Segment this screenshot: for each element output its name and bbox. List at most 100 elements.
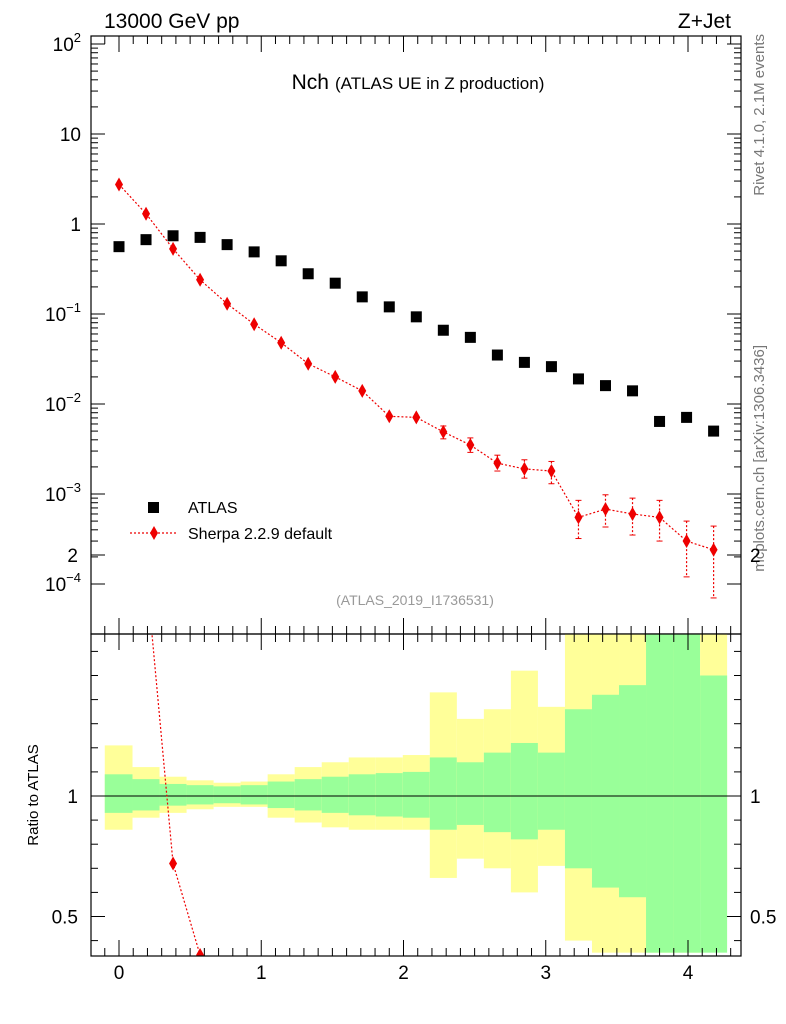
main-y-tick-label: 1 [70, 215, 81, 236]
ratio-inner-band [240, 785, 268, 805]
ratio-inner-band [294, 779, 322, 811]
main-x-axis [104, 36, 732, 634]
ratio-uncertainty-bands [104, 634, 728, 953]
main-y-tick-label: 10−3 [45, 480, 81, 506]
sherpa-point [439, 424, 448, 439]
atlas-point [464, 331, 476, 343]
ratio-inner-band [510, 742, 538, 840]
atlas-point [140, 234, 152, 246]
ratio-inner-band [348, 774, 376, 816]
main-y-tick-base: 10 [45, 305, 66, 326]
legend-sherpa-label: Sherpa 2.2.9 default [188, 526, 333, 543]
atlas-point [383, 301, 395, 313]
atlas-point [437, 324, 449, 336]
ratio-inner-band [673, 634, 701, 953]
ratio-inner-band [456, 762, 484, 825]
ratio-y-tick-label: 0.5 [52, 908, 78, 929]
side-label-rivet: Rivet 4.1.0, 2.1M events [751, 34, 768, 196]
ratio-y-tick-label: 1 [67, 787, 78, 808]
sherpa-series-line [118, 184, 714, 551]
atlas-point [599, 380, 611, 392]
ratio-inner-band [213, 786, 241, 804]
ratio-panel-frame [90, 633, 742, 957]
sherpa-point [385, 409, 394, 424]
main-y-tick-exponent: 2 [74, 30, 81, 45]
atlas-point [491, 349, 503, 361]
sherpa-point [682, 534, 691, 549]
main-y-tick-exponent: −2 [66, 390, 81, 405]
main-y-tick-base: 10 [45, 485, 66, 506]
main-panel-frame [90, 35, 742, 635]
ratio-inner-band [564, 709, 592, 869]
atlas-point [410, 311, 422, 323]
ratio-inner-band [429, 757, 457, 830]
ratio-y-axis: 0.5 0.5 1 1 2 2 [52, 546, 776, 942]
sherpa-point [169, 241, 178, 256]
ratio-y-tick-label: 2 [67, 546, 78, 567]
sherpa-line [118, 184, 714, 551]
atlas-point [518, 356, 530, 368]
sherpa-point [115, 177, 123, 192]
header-energy: 13000 GeV pp [104, 10, 239, 33]
atlas-point [275, 255, 287, 267]
main-y-tick-label: 10 [60, 125, 81, 146]
side-label-mcplots: mcplots.cern.ch [arXiv:1306.3436] [751, 345, 768, 572]
sherpa-point [250, 317, 259, 332]
sherpa-point [331, 369, 340, 384]
main-y-tick-exponent: −3 [66, 480, 81, 495]
ratio-sherpa-points [142, 562, 205, 956]
ratio-inner-band [646, 634, 674, 953]
atlas-point [654, 415, 666, 427]
main-y-tick-base: 10 [60, 125, 81, 146]
ratio-sherpa-point [169, 856, 178, 871]
sherpa-point [601, 502, 610, 517]
ratio-inner-band [321, 776, 349, 813]
ratio-inner-band [402, 771, 430, 818]
main-y-tick-label: 10−2 [45, 390, 81, 416]
ratio-y-tick-label-right: 1 [750, 787, 761, 808]
sherpa-point [574, 510, 583, 525]
ratio-inner-band [700, 675, 728, 953]
ratio-inner-band [132, 779, 160, 811]
sherpa-point [223, 296, 232, 311]
main-y-tick-label: 10−1 [45, 300, 81, 326]
ratio-y-label: Ratio to ATLAS [25, 744, 42, 845]
x-tick-label: 1 [256, 963, 267, 984]
analysis-tag: (ATLAS_2019_I1736531) [336, 592, 494, 608]
sherpa-point [196, 272, 205, 287]
ratio-inner-band [159, 783, 187, 806]
main-y-tick-base: 10 [45, 395, 66, 416]
sherpa-point [628, 506, 637, 521]
ratio-inner-band [619, 685, 647, 898]
main-y-tick-exponent: −1 [66, 300, 81, 315]
ratio-inner-band [591, 694, 620, 888]
plot-title: Nch (ATLAS UE in Z production) [292, 71, 545, 94]
sherpa-point [466, 438, 475, 453]
ratio-inner-band [186, 785, 214, 805]
x-tick-label: 3 [540, 963, 551, 984]
atlas-point [708, 425, 720, 437]
sherpa-point [304, 356, 313, 371]
sherpa-point [547, 464, 556, 479]
header-process: Z+Jet [678, 10, 731, 33]
ratio-inner-band [104, 774, 133, 813]
main-y-tick-label: 10−4 [45, 570, 81, 596]
ratio-sherpa-point [142, 562, 150, 576]
atlas-point [681, 411, 693, 423]
atlas-point [329, 277, 341, 289]
main-y-tick-label: 102 [53, 30, 81, 56]
plot-title-sub: (ATLAS UE in Z production) [335, 74, 544, 93]
legend-atlas-marker [148, 502, 159, 513]
atlas-point [221, 239, 233, 251]
legend-atlas-label: ATLAS [188, 500, 238, 517]
atlas-point [113, 241, 125, 253]
atlas-point [167, 230, 179, 242]
main-y-tick-base: 10 [53, 35, 74, 56]
sherpa-point [655, 510, 664, 525]
x-tick-label: 0 [114, 963, 125, 984]
main-y-tick-base: 10 [45, 575, 66, 596]
atlas-point [627, 385, 639, 397]
